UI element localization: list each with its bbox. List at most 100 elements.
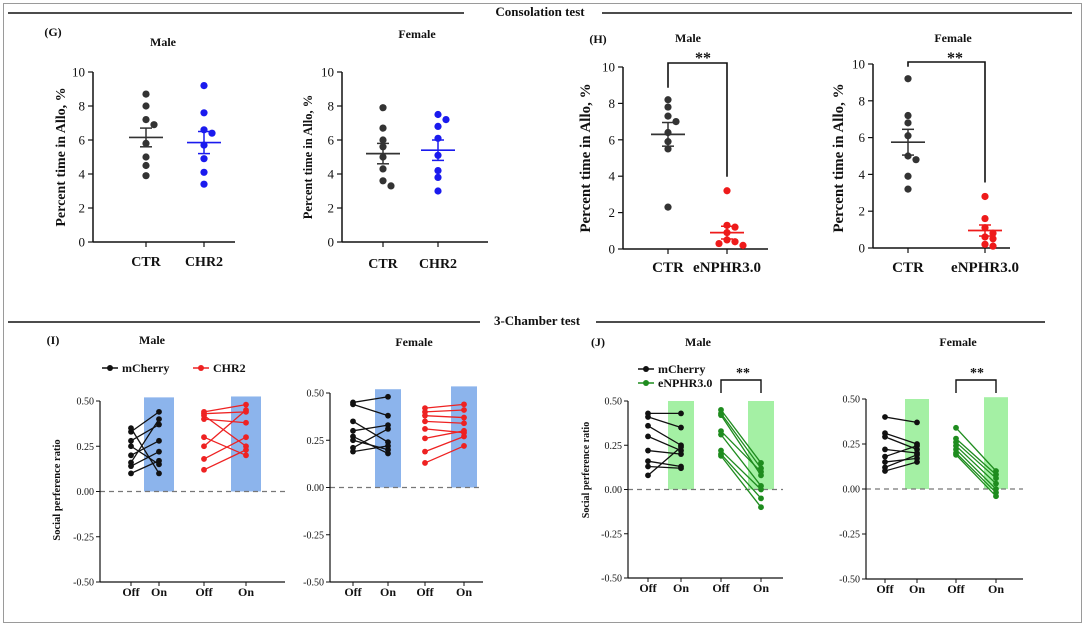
data-point-off [882,433,888,440]
pair-line [955,445,997,485]
y-tick-label: -0.50 [303,578,324,589]
pair-line [130,451,160,467]
data-point [434,167,442,175]
data-point [989,242,997,250]
x-tick-label: On [753,581,769,595]
y-tick-label: 6 [609,132,616,147]
data-point-off [201,434,207,441]
panel-title: Male [675,31,702,45]
data-point [904,152,912,160]
pair-line [720,409,762,464]
y-tick-label: 0.50 [843,395,861,406]
data-point [208,129,216,137]
data-point-on [243,434,249,441]
data-point-off [422,435,428,442]
panel-title: Male [139,333,166,347]
pair-line [130,445,160,465]
data-point [150,121,158,129]
y-tick-label: 10 [852,57,865,72]
y-tick-label: 0 [79,235,86,250]
data-point [379,136,387,144]
chart-j-male: 0.50 0.25 0.00 -0.25 -0.50 Off On Off On Male (J) S… [581,335,783,595]
data-point-on [385,412,391,419]
y-tick-label: -0.50 [839,575,860,586]
y-tick-label: 4 [79,167,86,182]
x-tick-label: CHR2 [419,257,457,272]
pair-line [884,457,918,463]
data-point-on [678,410,684,417]
pair-line [884,461,918,472]
y-tick-label: 2 [328,201,335,216]
panel-title: Female [395,335,433,349]
legend-label: mCherry [658,362,705,376]
data-point [142,153,150,161]
data-point [434,110,442,119]
pair-line [647,425,682,446]
pair-line [203,411,247,415]
data-point-off [645,433,651,440]
significance-bracket [720,379,762,393]
pair-line [352,396,389,404]
data-point [664,145,672,153]
x-tick-label: CTR [131,255,161,270]
data-point [904,111,912,120]
y-tick-label: 2 [859,204,866,219]
data-point-off [882,414,888,420]
pair-line [424,409,465,413]
data-point-off [350,418,356,425]
data-point [142,102,150,110]
data-point [142,116,150,124]
data-point [142,172,150,180]
pair-line [720,413,762,469]
data-point-off [882,453,888,460]
data-point-on [914,419,920,426]
pair-line [884,432,918,445]
data-point-on [914,451,920,458]
x-tick-label: CTR [368,257,398,272]
y-tick-label: 2 [609,205,616,220]
pair-line [720,455,762,508]
data-point [912,156,920,164]
pair-line [955,454,997,497]
data-point-off [718,431,724,438]
data-point-off [645,422,651,429]
data-point-off [201,416,207,422]
y-tick-label: 0.00 [307,483,325,494]
y-tick-label: 0 [328,235,335,250]
pair-line [647,465,682,469]
pair-line [720,430,762,473]
x-tick-label: CHR2 [185,255,223,270]
x-tick-label: Off [344,585,362,599]
data-point [664,103,672,111]
y-tick-label: 0.00 [843,485,861,496]
data-point-off [645,463,651,470]
y-tick-label: 0.00 [77,487,95,498]
data-point [379,124,387,132]
significance-label: ** [736,366,750,381]
data-point-on [156,421,162,428]
y-tick-label: 6 [328,133,335,148]
pair-line [203,403,247,413]
pair-line [130,427,160,474]
data-point [731,223,739,231]
pair-line [647,416,682,429]
pair-line [352,403,389,417]
y-tick-label: 2 [79,201,86,216]
data-point-on [914,459,920,465]
legend-label: mCherry [122,361,169,375]
y-tick-label: 0.25 [605,441,623,452]
x-tick-label: CTR [892,260,924,276]
chart-h-female: 0 2 4 6 8 10 CTR eNPHR3.0 Female Percent time in … [831,31,1019,276]
pair-line [203,449,247,471]
data-point [981,240,989,248]
data-point-off [128,470,134,477]
data-point-on [385,443,391,449]
data-point-on [461,414,467,421]
data-point [664,112,672,120]
data-point-on [678,465,684,472]
data-point [904,185,912,193]
data-point-off [350,401,356,408]
data-point [904,172,912,180]
data-point [379,177,387,185]
